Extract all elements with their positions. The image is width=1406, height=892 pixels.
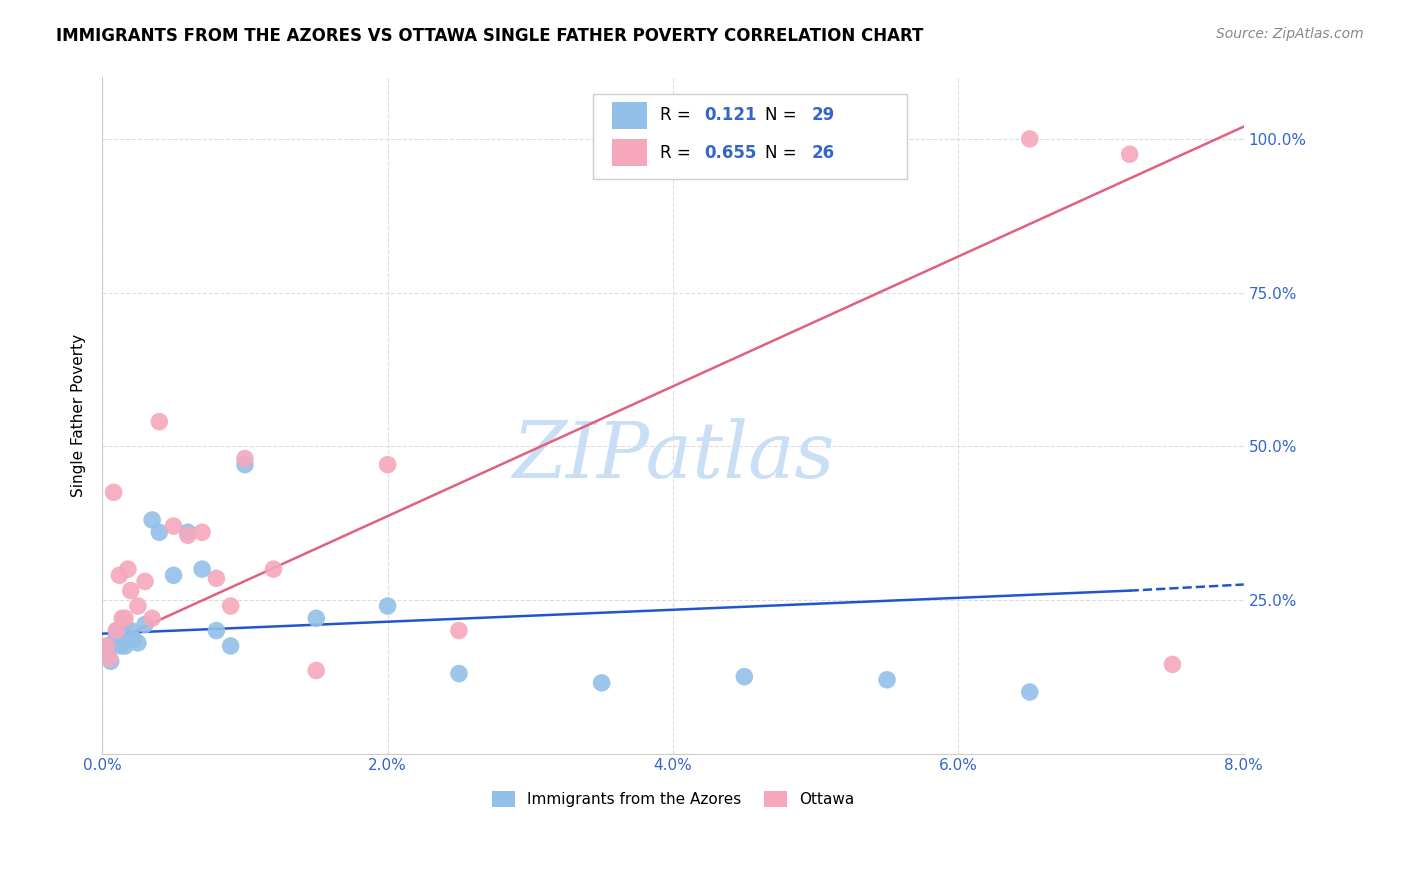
- Point: [447, 666, 470, 681]
- Text: Source: ZipAtlas.com: Source: ZipAtlas.com: [1216, 27, 1364, 41]
- Point: [98, 651, 121, 665]
- Point: [120, 583, 142, 598]
- Point: [141, 513, 163, 527]
- Text: 0.121: 0.121: [704, 106, 756, 124]
- Text: R =: R =: [661, 106, 696, 124]
- Text: N =: N =: [765, 144, 803, 161]
- Point: [1161, 657, 1184, 672]
- Point: [105, 630, 128, 644]
- Point: [127, 599, 149, 613]
- Point: [117, 562, 139, 576]
- Text: N =: N =: [765, 106, 803, 124]
- Point: [148, 525, 170, 540]
- Point: [114, 639, 136, 653]
- Text: 0.655: 0.655: [704, 144, 756, 161]
- Point: [162, 519, 184, 533]
- Point: [141, 611, 163, 625]
- Point: [134, 617, 156, 632]
- Point: [191, 562, 214, 576]
- Point: [262, 562, 284, 576]
- Point: [108, 568, 131, 582]
- Point: [111, 611, 134, 625]
- Point: [447, 624, 470, 638]
- Point: [219, 599, 242, 613]
- Point: [233, 458, 256, 472]
- Point: [219, 639, 242, 653]
- Point: [105, 624, 128, 638]
- Point: [305, 611, 328, 625]
- Point: [205, 571, 228, 585]
- Point: [127, 636, 149, 650]
- Point: [162, 568, 184, 582]
- Point: [108, 632, 131, 647]
- Point: [120, 624, 142, 638]
- Point: [876, 673, 898, 687]
- Point: [103, 636, 125, 650]
- Point: [191, 525, 214, 540]
- Point: [177, 525, 200, 540]
- Point: [134, 574, 156, 589]
- FancyBboxPatch shape: [593, 95, 907, 179]
- Point: [96, 645, 118, 659]
- Point: [733, 670, 755, 684]
- Text: IMMIGRANTS FROM THE AZORES VS OTTAWA SINGLE FATHER POVERTY CORRELATION CHART: IMMIGRANTS FROM THE AZORES VS OTTAWA SIN…: [56, 27, 924, 45]
- Point: [377, 458, 399, 472]
- Text: R =: R =: [661, 144, 696, 161]
- Point: [96, 639, 118, 653]
- Point: [233, 451, 256, 466]
- Point: [114, 611, 136, 625]
- Point: [148, 415, 170, 429]
- Legend: Immigrants from the Azores, Ottawa: Immigrants from the Azores, Ottawa: [485, 785, 860, 814]
- Point: [1018, 685, 1040, 699]
- Point: [100, 654, 122, 668]
- Point: [305, 664, 328, 678]
- Point: [103, 485, 125, 500]
- Point: [1118, 147, 1140, 161]
- Text: 26: 26: [811, 144, 834, 161]
- Point: [112, 617, 135, 632]
- Bar: [613, 102, 647, 128]
- Text: ZIPatlas: ZIPatlas: [512, 417, 834, 494]
- Point: [1018, 132, 1040, 146]
- Point: [205, 624, 228, 638]
- Point: [177, 528, 200, 542]
- Point: [377, 599, 399, 613]
- Point: [110, 639, 132, 653]
- Bar: [613, 139, 647, 166]
- Point: [98, 639, 121, 653]
- Point: [122, 632, 145, 647]
- Point: [105, 624, 128, 638]
- Text: 29: 29: [811, 106, 834, 124]
- Point: [591, 676, 613, 690]
- Y-axis label: Single Father Poverty: Single Father Poverty: [72, 334, 86, 497]
